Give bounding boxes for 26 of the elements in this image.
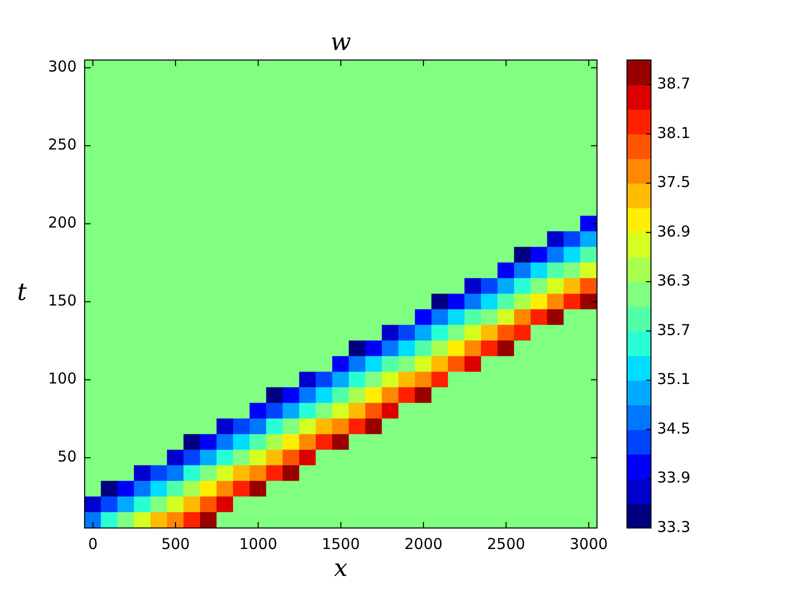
y-tick-label: 250	[48, 136, 77, 154]
x-tick-label: 2500	[487, 534, 526, 553]
color-bar-label: 37.5	[657, 173, 690, 192]
color-bar-label: 34.5	[657, 419, 690, 438]
y-tick-label: 200	[48, 214, 77, 232]
y-tick-label: 50	[58, 448, 77, 466]
color-bar-label: 38.7	[657, 74, 690, 93]
y-tick-label: 150	[48, 292, 77, 310]
y-axis-title: t	[17, 278, 28, 306]
color-bar-label: 33.3	[657, 518, 690, 536]
x-tick-label: 2000	[404, 534, 443, 553]
x-axis-title: x	[334, 554, 348, 582]
x-tick-label: 0	[88, 534, 98, 553]
color-bar-label: 38.1	[657, 124, 690, 142]
y-tick-label: 300	[48, 58, 77, 76]
color-bar-label: 33.9	[657, 468, 690, 487]
x-tick-label: 500	[161, 534, 190, 553]
x-tick-label: 1500	[322, 534, 360, 553]
y-tick-label: 100	[48, 370, 77, 388]
color-bar-label: 36.9	[657, 222, 690, 240]
color-bar-label: 35.1	[657, 370, 690, 388]
color-bar-label: 36.3	[657, 272, 690, 290]
x-tick-label: 3000	[570, 534, 608, 553]
x-tick-label: 1000	[239, 534, 278, 553]
chart-title: w	[330, 28, 352, 56]
color-bar-label: 35.7	[657, 320, 690, 339]
